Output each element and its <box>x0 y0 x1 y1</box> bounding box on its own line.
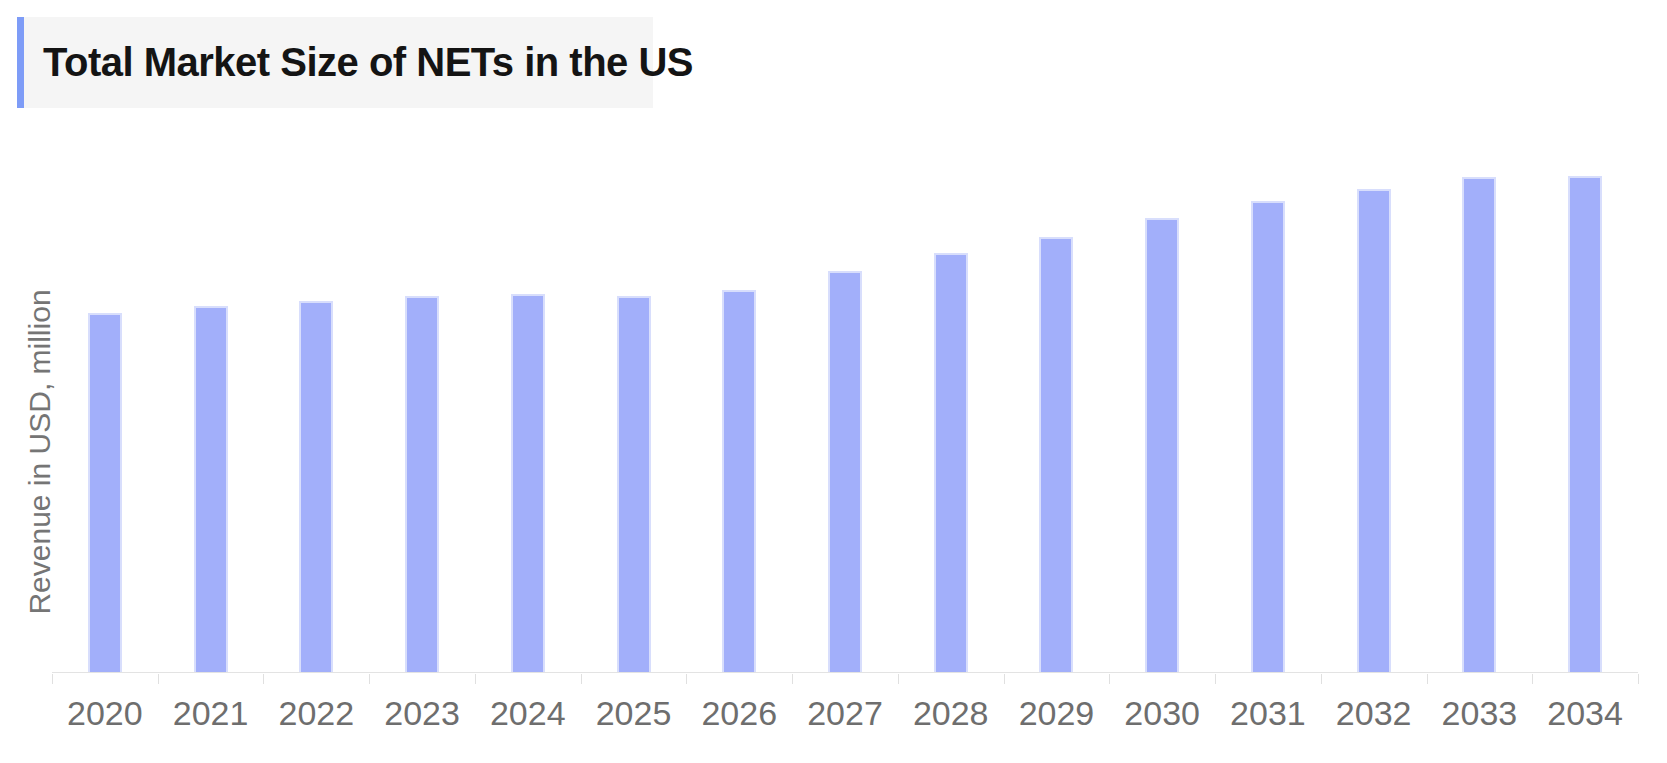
x-axis-label-2028: 2028 <box>898 691 1004 735</box>
bar-2022[interactable] <box>299 301 333 672</box>
bar-2027[interactable] <box>828 271 862 672</box>
x-axis-tick <box>898 674 899 684</box>
bar-2030[interactable] <box>1145 218 1179 672</box>
x-axis-tick <box>475 674 476 684</box>
x-axis-label-2034: 2034 <box>1532 691 1638 735</box>
x-axis-tick <box>263 674 264 684</box>
x-axis-tick <box>1109 674 1110 684</box>
x-axis-tick <box>1321 674 1322 684</box>
x-axis-label-2032: 2032 <box>1321 691 1427 735</box>
x-axis-tick <box>792 674 793 684</box>
bar-2032[interactable] <box>1357 189 1391 672</box>
bar-2020[interactable] <box>88 313 122 672</box>
bar-2021[interactable] <box>194 306 228 672</box>
bar-2026[interactable] <box>722 290 756 672</box>
bar-2025[interactable] <box>617 296 651 672</box>
chart-title: Total Market Size of NETs in the US <box>43 40 693 85</box>
x-axis-tick <box>686 674 687 684</box>
x-axis-tick <box>1004 674 1005 684</box>
x-axis-label-2025: 2025 <box>581 691 687 735</box>
bar-2034[interactable] <box>1568 176 1602 672</box>
x-axis-tick <box>581 674 582 684</box>
x-axis-tick <box>1638 674 1639 684</box>
x-axis-label-2020: 2020 <box>52 691 158 735</box>
x-axis-tick <box>158 674 159 684</box>
bar-2024[interactable] <box>511 294 545 672</box>
x-axis-label-2024: 2024 <box>475 691 581 735</box>
x-axis-label-2022: 2022 <box>263 691 369 735</box>
x-axis-label-2027: 2027 <box>792 691 898 735</box>
chart-title-box: Total Market Size of NETs in the US <box>17 17 653 108</box>
x-axis-ticks <box>52 674 1638 684</box>
x-axis-tick <box>369 674 370 684</box>
bar-2031[interactable] <box>1251 201 1285 672</box>
bar-2023[interactable] <box>405 296 439 672</box>
bar-2028[interactable] <box>934 253 968 672</box>
x-axis-labels: 2020202120222023202420252026202720282029… <box>52 691 1638 735</box>
x-axis-tick <box>1427 674 1428 684</box>
x-axis-label-2031: 2031 <box>1215 691 1321 735</box>
bar-2029[interactable] <box>1039 237 1073 672</box>
x-axis-label-2023: 2023 <box>369 691 475 735</box>
x-axis-tick <box>1215 674 1216 684</box>
bar-2033[interactable] <box>1462 177 1496 672</box>
x-axis-label-2029: 2029 <box>1004 691 1110 735</box>
plot-area <box>52 153 1638 673</box>
x-axis-label-2030: 2030 <box>1109 691 1215 735</box>
x-axis-label-2033: 2033 <box>1427 691 1533 735</box>
x-axis-tick <box>1532 674 1533 684</box>
x-axis-label-2026: 2026 <box>686 691 792 735</box>
x-axis-tick <box>52 674 53 684</box>
x-axis-label-2021: 2021 <box>158 691 264 735</box>
